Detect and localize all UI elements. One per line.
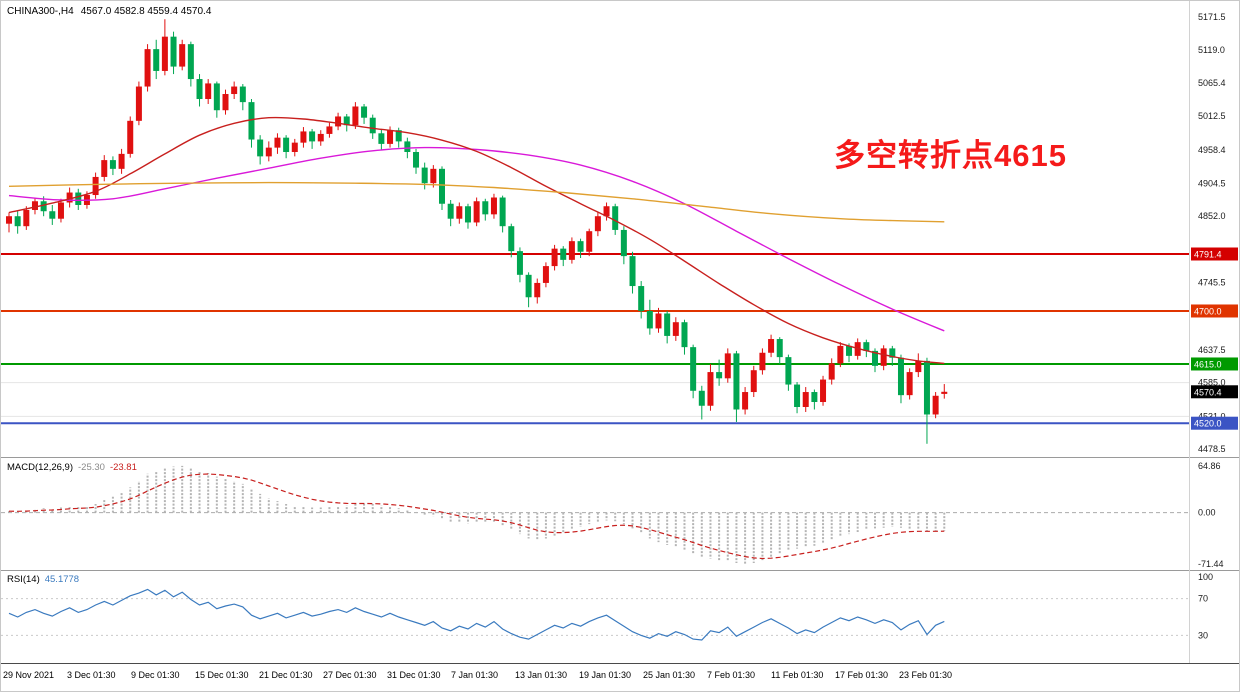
symbol-timeframe-label: CHINA300-,H4 — [7, 6, 74, 17]
svg-text:7 Feb 01:30: 7 Feb 01:30 — [707, 670, 755, 680]
svg-text:4852.0: 4852.0 — [1198, 211, 1226, 221]
rsi-name: RSI(14) — [7, 574, 40, 585]
svg-text:30: 30 — [1198, 630, 1208, 640]
svg-text:70: 70 — [1198, 594, 1208, 604]
macd-signal-value: -23.81 — [109, 462, 137, 473]
macd-layer — [1, 465, 1189, 564]
svg-text:4570.4: 4570.4 — [1194, 387, 1222, 397]
ma-magenta — [8, 146, 945, 332]
svg-text:29 Nov 2021: 29 Nov 2021 — [3, 670, 54, 680]
annotation-text: 多空转折点4615 — [834, 138, 1067, 173]
price-badge — [1191, 247, 1238, 261]
svg-text:7 Jan 01:30: 7 Jan 01:30 — [451, 670, 498, 680]
svg-text:-71.44: -71.44 — [1198, 559, 1224, 569]
svg-text:19 Jan 01:30: 19 Jan 01:30 — [579, 670, 631, 680]
ma-red — [8, 116, 945, 365]
hlines-layer — [1, 252, 1189, 425]
svg-text:0.00: 0.00 — [1198, 508, 1216, 518]
symbol-title-bar: CHINA300-,H4 4567.0 4582.8 4559.4 4570.4 — [7, 6, 211, 17]
svg-text:5012.5: 5012.5 — [1198, 111, 1226, 121]
svg-text:3 Dec 01:30: 3 Dec 01:30 — [67, 670, 116, 680]
time-axis[interactable]: 29 Nov 2021 3 Dec 01:30 9 Dec 01:30 15 Dec … — [3, 670, 952, 680]
ma-orange — [8, 181, 945, 223]
svg-text:64.86: 64.86 — [1198, 461, 1221, 471]
svg-text:4585.0: 4585.0 — [1198, 378, 1226, 388]
price-badge — [1191, 385, 1238, 399]
svg-text:4637.5: 4637.5 — [1198, 345, 1226, 355]
svg-text:4615.0: 4615.0 — [1194, 359, 1222, 369]
svg-text:5171.5: 5171.5 — [1198, 12, 1226, 22]
svg-text:31 Dec 01:30: 31 Dec 01:30 — [387, 670, 441, 680]
price-badge — [1191, 357, 1238, 371]
svg-text:4904.5: 4904.5 — [1198, 178, 1226, 188]
svg-text:4700.0: 4700.0 — [1194, 306, 1222, 316]
svg-text:17 Feb 01:30: 17 Feb 01:30 — [835, 670, 888, 680]
ohlc-readout: 4567.0 4582.8 4559.4 4570.4 — [80, 6, 212, 17]
rsi-indicator-label: RSI(14) 45.1778 — [7, 574, 79, 585]
ma-layer — [8, 116, 945, 365]
svg-text:5119.0: 5119.0 — [1198, 45, 1225, 55]
grid-layer — [1, 382, 1189, 417]
rsi-value: 45.1778 — [44, 574, 80, 585]
macd-indicator-label: MACD(12,26,9) -25.30 -23.81 — [7, 462, 137, 473]
svg-text:23 Feb 01:30: 23 Feb 01:30 — [899, 670, 952, 680]
rsi-line — [8, 588, 945, 641]
candles-layer — [6, 19, 948, 444]
svg-text:13 Jan 01:30: 13 Jan 01:30 — [515, 670, 567, 680]
svg-text:4791.4: 4791.4 — [1194, 249, 1222, 259]
svg-text:4520.0: 4520.0 — [1194, 419, 1222, 429]
price-badge — [1191, 304, 1238, 318]
svg-text:4958.4: 4958.4 — [1198, 145, 1226, 155]
svg-text:15 Dec 01:30: 15 Dec 01:30 — [195, 670, 249, 680]
svg-text:11 Feb 01:30: 11 Feb 01:30 — [771, 670, 823, 680]
svg-text:100: 100 — [1198, 572, 1213, 582]
macd-name: MACD(12,26,9) — [7, 462, 73, 473]
svg-text:9 Dec 01:30: 9 Dec 01:30 — [131, 670, 180, 680]
svg-text:21 Dec 01:30: 21 Dec 01:30 — [259, 670, 313, 680]
svg-text:4745.5: 4745.5 — [1198, 278, 1226, 288]
svg-text:5065.4: 5065.4 — [1198, 78, 1226, 88]
price-axis[interactable]: 5171.5 5119.0 5065.4 5012.5 4958.4 4904.5 4852… — [1191, 12, 1238, 640]
macd-signal-line — [8, 473, 945, 560]
rsi-layer — [1, 588, 1189, 641]
svg-text:4531.0: 4531.0 — [1198, 411, 1226, 421]
panel-separators — [1, 1, 1239, 664]
svg-text:25 Jan 01:30: 25 Jan 01:30 — [643, 670, 695, 680]
svg-text:27 Dec 01:30: 27 Dec 01:30 — [323, 670, 377, 680]
macd-main-value: -25.30 — [78, 462, 105, 473]
svg-text:4478.5: 4478.5 — [1198, 444, 1226, 454]
price-badge — [1191, 416, 1238, 430]
